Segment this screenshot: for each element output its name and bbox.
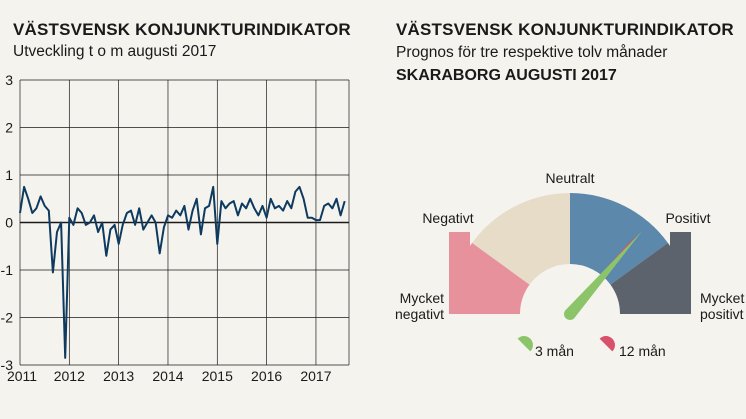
x-tick-label: 2014 [152,368,183,384]
right-chart-region: SKARABORG AUGUSTI 2017 [396,67,617,84]
y-tick-label: 0 [5,215,13,231]
y-tick-label: -3 [1,357,14,373]
left-chart-subtitle: Utveckling t o m augusti 2017 [13,43,217,60]
x-tick-label: 2016 [251,368,282,384]
legend-swatch [517,336,533,352]
gauge-label: Mycket [400,290,444,306]
y-tick-label: -1 [1,262,14,278]
gauge-segments [449,193,691,314]
needle-3man [563,230,643,320]
gauge-segment-positivt [570,193,668,285]
legend-label: 3 mån [535,343,574,359]
line-chart-y-ticks: 3 2 1 0 -1 -2 -3 [1,72,14,373]
gauge-label: Positivt [665,210,710,226]
line-chart-grid [19,79,350,366]
x-tick-label: 2013 [103,368,134,384]
gauge-segment-mycket-positivt [670,232,691,314]
line-chart: 3 2 1 0 -1 -2 -3 2011 2012 2013 2014 2015 2016 2017 [1,72,350,384]
gauge-segment-mycket-negativt [449,232,470,314]
gauge-chart: MycketnegativtNegativtNeutraltPositivtMy… [395,170,744,359]
right-chart-title: VÄSTSVENSK KONJUNKTURINDIKATOR [396,20,734,39]
gauge-legend: 3 mån 12 mån [517,336,666,359]
gauge-label: Negativt [422,210,473,226]
gauge-label: Neutralt [545,170,594,186]
y-tick-label: 3 [5,72,13,88]
gauge-label: negativt [395,306,444,322]
gauge-label: Mycket [700,290,744,306]
line-chart-series [19,185,346,359]
legend-label: 12 mån [619,343,666,359]
gauge-segment-negativt [472,193,570,285]
series-line [19,185,346,359]
y-tick-label: -2 [1,310,14,326]
x-tick-label: 2011 [7,368,37,384]
left-chart-title: VÄSTSVENSK KONJUNKTURINDIKATOR [13,20,351,39]
gauge-labels: MycketnegativtNegativtNeutraltPositivtMy… [395,170,744,322]
gauge-needles [563,230,643,320]
y-tick-label: 2 [5,120,13,136]
line-chart-x-ticks: 2011 2012 2013 2014 2015 2016 2017 [7,368,332,384]
x-tick-label: 2015 [202,368,233,384]
x-tick-label: 2017 [300,368,331,384]
gauge-label: positivt [700,306,744,322]
x-tick-label: 2012 [54,368,85,384]
y-tick-label: 1 [5,167,13,183]
right-chart-subtitle: Prognos för tre respektive tolv månader [396,44,668,61]
legend-swatch [599,336,615,352]
